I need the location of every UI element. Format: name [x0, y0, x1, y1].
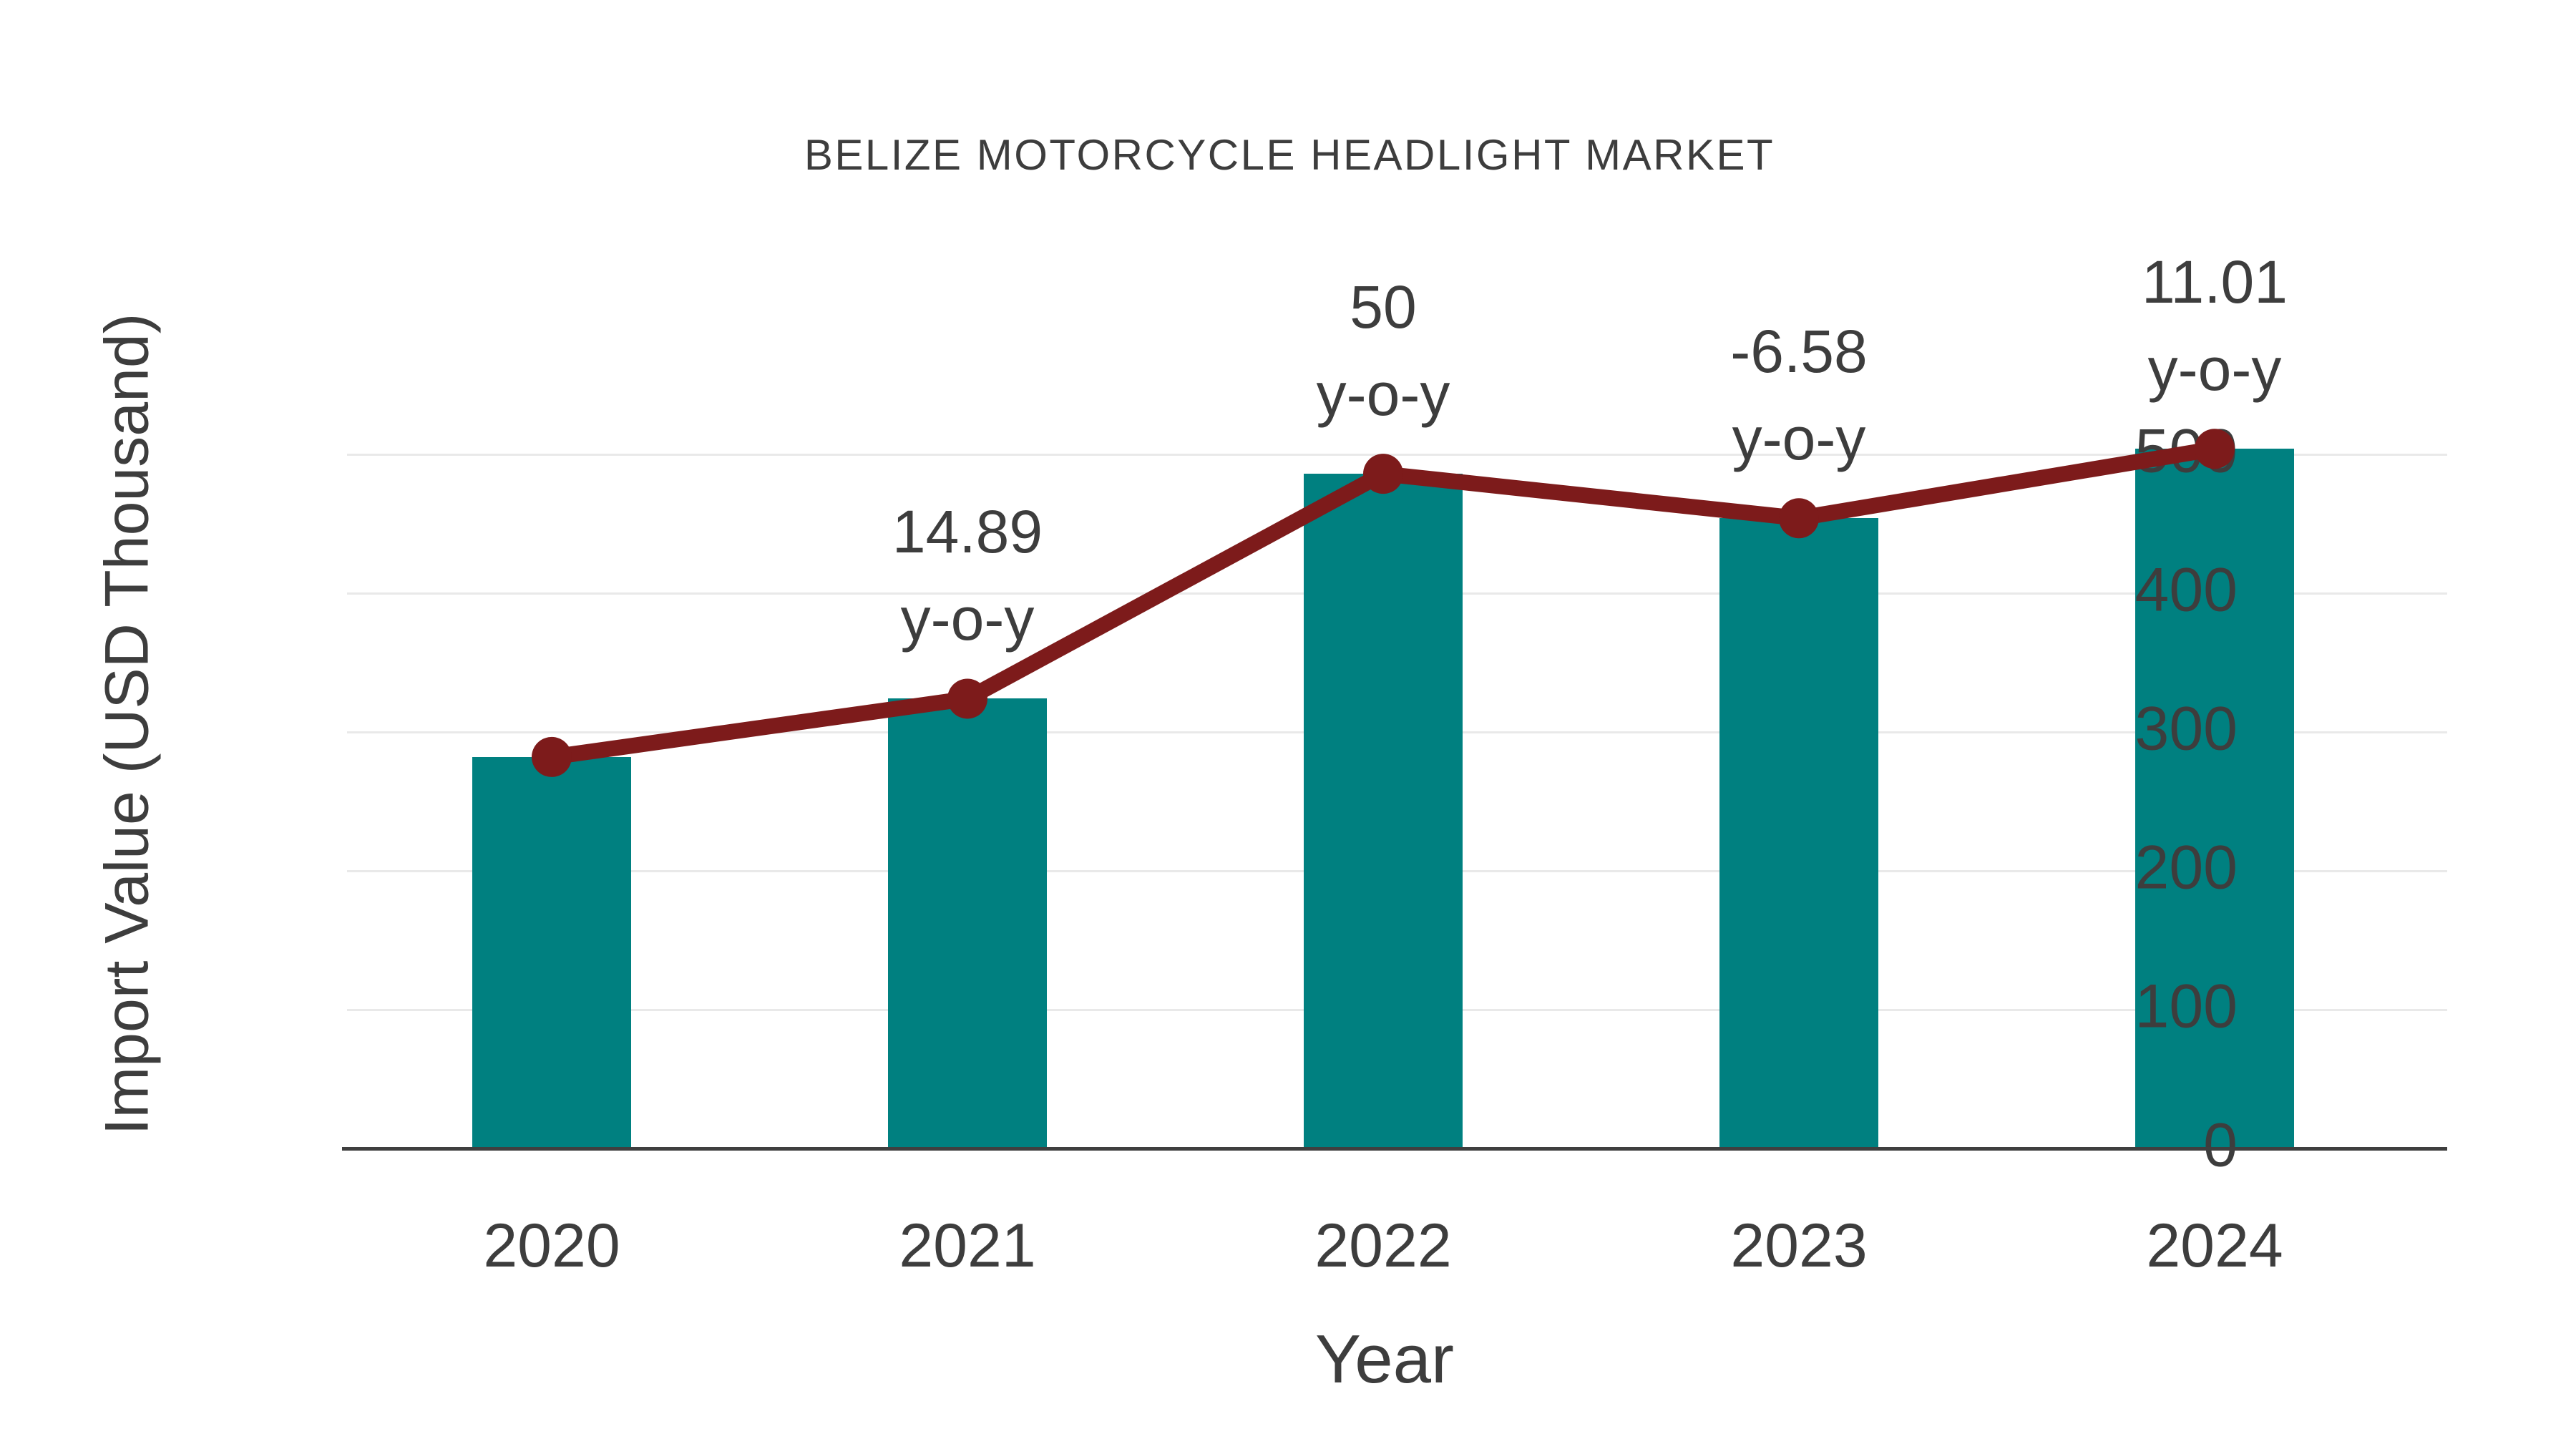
yoy-value: 14.89 [892, 498, 1043, 566]
trend-marker-2021 [947, 678, 987, 719]
gridline-y500 [347, 454, 2447, 456]
yoy-annotation-2023: -6.58 y-o-y [1730, 308, 1867, 482]
yoy-annotation-2022: 50 y-o-y [1317, 263, 1450, 438]
trend-marker-2023 [1779, 498, 1819, 539]
bar-2020 [472, 756, 631, 1148]
trend-marker-2020 [532, 736, 572, 777]
y-tick-label-300: 300 [2135, 694, 2238, 763]
yoy-label: y-o-y [900, 585, 1035, 653]
yoy-value: 50 [1350, 273, 1417, 341]
bar-2023 [1719, 518, 1878, 1148]
trend-line [544, 441, 2223, 765]
yoy-annotation-2021: 14.89 y-o-y [892, 488, 1043, 663]
x-tick-label-2020: 2020 [483, 1211, 620, 1280]
y-tick-label-0: 0 [2203, 1111, 2238, 1180]
yoy-value: 11.01 [2142, 248, 2288, 316]
x-tick-label-2022: 2022 [1314, 1211, 1452, 1280]
bar-2021 [888, 698, 1047, 1148]
y-tick-label-200: 200 [2135, 833, 2238, 902]
x-axis-line [342, 1147, 2447, 1151]
yoy-label: y-o-y [2147, 336, 2282, 404]
x-tick-label-2021: 2021 [899, 1211, 1036, 1280]
trend-marker-2024 [2195, 429, 2235, 469]
yoy-label: y-o-y [1732, 405, 1866, 473]
trend-marker-2022 [1363, 454, 1403, 494]
y-tick-label-400: 400 [2135, 555, 2238, 625]
yoy-label: y-o-y [1316, 361, 1450, 429]
yoy-annotation-2024: 11.01 y-o-y [2142, 238, 2288, 413]
x-tick-label-2023: 2023 [1730, 1211, 1868, 1280]
x-tick-label-2024: 2024 [2146, 1211, 2283, 1280]
bar-2024 [2135, 449, 2294, 1148]
y-tick-label-100: 100 [2135, 972, 2238, 1041]
chart-title: BELIZE MOTORCYCLE HEADLIGHT MARKET [804, 131, 1775, 179]
bar-2022 [1304, 474, 1463, 1148]
x-axis-title: Year [1315, 1321, 1454, 1397]
yoy-value: -6.58 [1730, 318, 1868, 386]
